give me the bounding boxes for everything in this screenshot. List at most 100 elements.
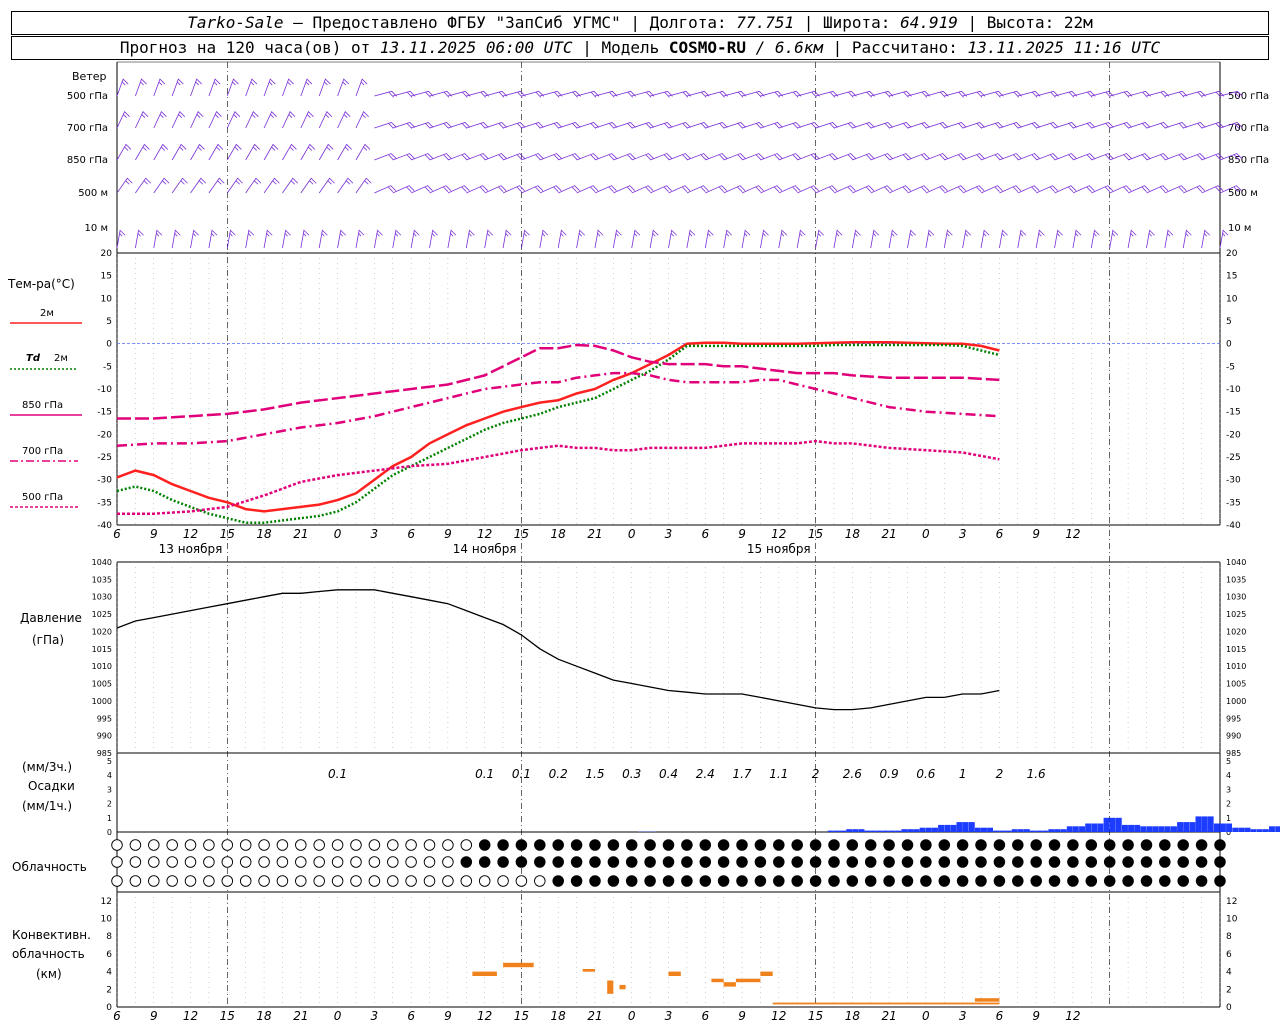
cloud-cover-circle	[515, 856, 528, 868]
cloud-cover-circle	[221, 875, 234, 887]
wind-barb	[318, 143, 334, 161]
wind-barb	[833, 90, 857, 98]
t500-legend-label: 500 гПа	[22, 492, 63, 503]
wind-barb	[907, 90, 931, 98]
wind-barb	[135, 78, 147, 97]
pressure-ytick-right: 1025	[1226, 610, 1246, 619]
wind-barb	[410, 229, 420, 249]
wind-barb	[1109, 90, 1133, 98]
wind-barb	[852, 185, 875, 194]
wind-barb	[870, 185, 893, 194]
wind-barb	[1109, 153, 1132, 161]
wind-barb	[631, 90, 655, 98]
wind-barb	[226, 78, 239, 97]
time-tick-label: 9	[1032, 527, 1040, 541]
wind-barb	[613, 121, 636, 129]
wind-barb	[190, 229, 199, 249]
temp-ytick-right: -20	[1226, 430, 1241, 440]
cloud-cover-circle	[625, 856, 638, 868]
wind-barb	[134, 229, 144, 249]
wind-barb	[466, 121, 489, 129]
wind-barb	[1219, 229, 1229, 249]
wind-barb	[594, 121, 618, 129]
cloud-cover-circle	[148, 856, 160, 868]
precip-bar	[846, 829, 853, 832]
cloud-cover-circle	[276, 856, 289, 868]
precip-bar	[932, 827, 938, 832]
wind-barb	[337, 229, 347, 249]
wind-barb	[300, 229, 310, 249]
pressure-ytick-left: 1040	[92, 558, 112, 567]
precip-bar	[852, 829, 859, 832]
alt-label: Высота:	[977, 13, 1064, 32]
cloud-cover-circle	[736, 856, 748, 868]
wind-barb	[1183, 185, 1205, 194]
precip-bar	[1115, 817, 1122, 832]
cloud-cover-circle	[313, 875, 325, 887]
wind-barb	[1127, 121, 1151, 129]
conv-label-3: (км)	[36, 967, 62, 981]
precip-ytick-left: 4	[107, 771, 112, 780]
temp-ytick-left: -25	[97, 453, 112, 463]
wind-barb	[374, 121, 397, 129]
cloud-cover-circle	[570, 875, 583, 887]
cloud-cover-circle	[460, 856, 473, 868]
cloud-cover-circle	[111, 839, 123, 851]
cloud-cover-circle	[607, 839, 620, 851]
wind-barb	[1127, 153, 1151, 161]
precip-bar	[981, 827, 987, 832]
cloud-cover-circle	[1195, 839, 1208, 851]
time-tick-label-bottom: 18	[845, 1009, 861, 1023]
pressure-ytick-right: 1030	[1226, 593, 1246, 602]
cloud-cover-circle	[203, 875, 215, 887]
wind-barb	[796, 229, 806, 249]
t2m-legend-label: 2м	[40, 308, 54, 319]
cloud-cover-circle	[956, 839, 969, 851]
wind-barb	[447, 185, 470, 194]
wind-barb	[153, 177, 170, 194]
wind-barb	[1072, 153, 1096, 161]
wind-barb	[907, 153, 930, 161]
temp-ytick-left: -15	[97, 408, 112, 418]
wind-barb	[888, 185, 911, 194]
precip-3h-total: 0.1	[475, 767, 494, 781]
wind-barb	[870, 90, 894, 98]
wind-barb	[116, 177, 133, 194]
cloud-cover-circle	[570, 839, 583, 851]
precip-label: Осадки	[28, 779, 75, 793]
precip-bar	[944, 824, 951, 832]
wind-barb	[741, 153, 765, 161]
cloud-cover-circle	[1159, 875, 1171, 887]
wind-barb	[649, 121, 673, 129]
wind-barb	[429, 229, 438, 249]
wind-barb	[116, 229, 126, 249]
time-tick-label-bottom: 15	[514, 1009, 529, 1023]
cloud-cover-circle	[920, 875, 932, 887]
wind-barb	[484, 229, 494, 249]
wind-barb	[1164, 229, 1174, 249]
cloud-cover-circle	[901, 856, 914, 868]
wind-barb	[263, 143, 279, 161]
forecast-start: 13.11.2025 06:00 UTC	[379, 38, 573, 57]
temp-ytick-left: 0	[106, 340, 112, 350]
wind-barb	[576, 90, 600, 98]
cloud-cover-circle	[148, 839, 160, 851]
wind-barb	[135, 143, 150, 161]
wind-barb	[1183, 121, 1206, 129]
time-tick-label: 0	[334, 527, 342, 541]
precip-ytick-right: 2	[1226, 800, 1231, 809]
conv-cloud-bar	[772, 1002, 1000, 1005]
wind-barb	[282, 143, 297, 161]
precip-ytick-left: 0	[107, 828, 112, 837]
wind-barb	[355, 78, 368, 97]
cloud-cover-circle	[276, 839, 289, 851]
pressure-ytick-right: 1020	[1226, 627, 1246, 636]
wind-barb	[815, 121, 838, 129]
day-label: 14 ноября	[453, 542, 517, 556]
wind-barb	[153, 229, 163, 249]
precip-bar	[1079, 826, 1086, 832]
pressure-ytick-right: 1035	[1226, 575, 1246, 584]
wind-barb	[815, 185, 838, 194]
wind-barb	[980, 90, 1004, 98]
